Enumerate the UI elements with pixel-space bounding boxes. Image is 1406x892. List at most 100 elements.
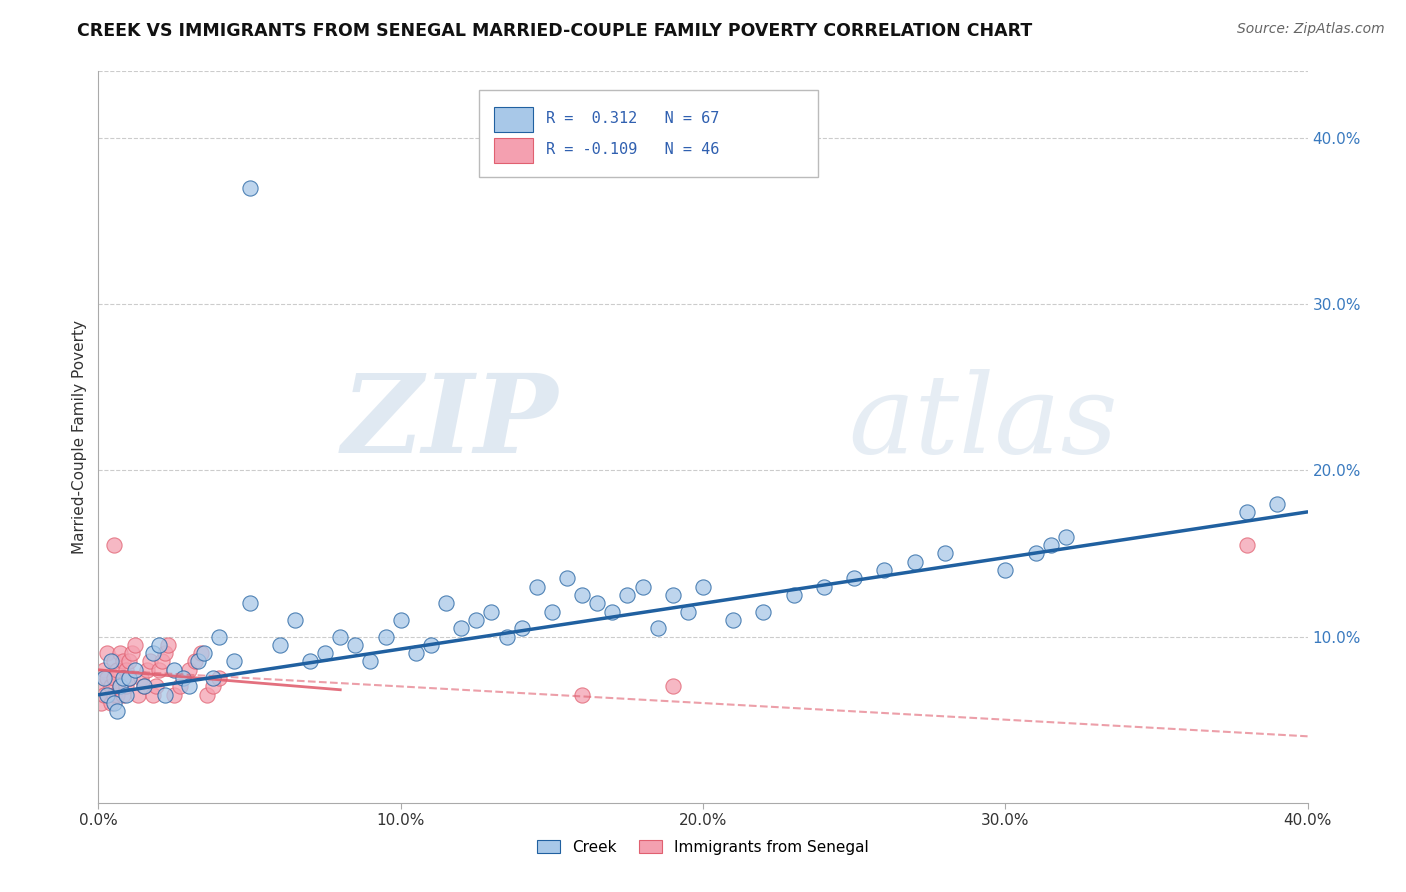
FancyBboxPatch shape [494,138,533,163]
Point [139,655,162,669]
Point [434,596,457,610]
Point [111,655,134,669]
Point [114,688,136,702]
Point [153,646,176,660]
Point [299,655,322,669]
Point [142,646,165,660]
Point [723,613,745,627]
Point [1236,538,1258,552]
Point [647,621,669,635]
Point [661,680,683,694]
Point [169,680,191,694]
Point [195,688,218,702]
Point [108,680,131,694]
Point [124,663,146,677]
Point [100,696,122,710]
Point [172,671,194,685]
Point [526,580,548,594]
Point [465,613,488,627]
Point [179,663,201,677]
Text: ZIP: ZIP [342,368,558,476]
Point [145,680,167,694]
Point [184,655,207,669]
Text: Source: ZipAtlas.com: Source: ZipAtlas.com [1237,22,1385,37]
Text: R = -0.109   N = 46: R = -0.109 N = 46 [546,142,720,157]
Point [114,680,136,694]
Point [96,646,118,660]
Point [540,605,562,619]
Point [661,588,683,602]
Point [844,571,866,585]
Point [193,646,215,660]
Point [156,638,179,652]
Point [148,638,170,652]
Point [90,696,112,710]
Point [239,180,262,194]
Point [103,688,125,702]
Point [163,663,186,677]
Point [202,671,225,685]
Point [586,596,609,610]
Point [105,688,128,702]
Point [96,671,118,685]
Point [692,580,714,594]
Point [555,571,578,585]
Point [118,671,141,685]
Point [111,671,134,685]
FancyBboxPatch shape [479,90,818,178]
Point [208,671,231,685]
Point [108,680,131,694]
Point [994,563,1017,577]
Point [118,655,141,669]
Point [1236,505,1258,519]
Point [127,688,149,702]
Point [1039,538,1062,552]
Point [93,688,115,702]
Y-axis label: Married-Couple Family Poverty: Married-Couple Family Poverty [72,320,87,554]
Point [90,680,112,694]
Point [153,688,176,702]
Point [631,580,654,594]
Point [187,655,209,669]
Point [111,688,134,702]
Point [481,605,503,619]
Point [103,671,125,685]
Point [510,621,533,635]
Legend: Creek, Immigrants from Senegal: Creek, Immigrants from Senegal [530,834,876,861]
Point [179,680,201,694]
Point [93,663,115,677]
Point [100,655,122,669]
Point [571,588,593,602]
Point [103,655,125,669]
Point [142,688,165,702]
Point [148,663,170,677]
Point [616,588,638,602]
FancyBboxPatch shape [494,107,533,132]
Point [676,605,699,619]
Point [420,638,443,652]
Point [752,605,775,619]
Point [329,630,352,644]
Point [224,655,246,669]
Point [103,696,125,710]
Point [450,621,472,635]
Point [269,638,291,652]
Point [360,655,382,669]
Point [284,613,307,627]
Point [239,596,262,610]
Point [129,671,152,685]
Point [571,688,593,702]
Point [344,638,367,652]
Text: CREEK VS IMMIGRANTS FROM SENEGAL MARRIED-COUPLE FAMILY POVERTY CORRELATION CHART: CREEK VS IMMIGRANTS FROM SENEGAL MARRIED… [77,22,1032,40]
Point [108,646,131,660]
Point [934,546,956,560]
Point [132,680,155,694]
Point [813,580,835,594]
Point [208,630,231,644]
Point [114,663,136,677]
Point [105,663,128,677]
Point [93,671,115,685]
Point [150,655,173,669]
Point [602,605,624,619]
Point [314,646,336,660]
